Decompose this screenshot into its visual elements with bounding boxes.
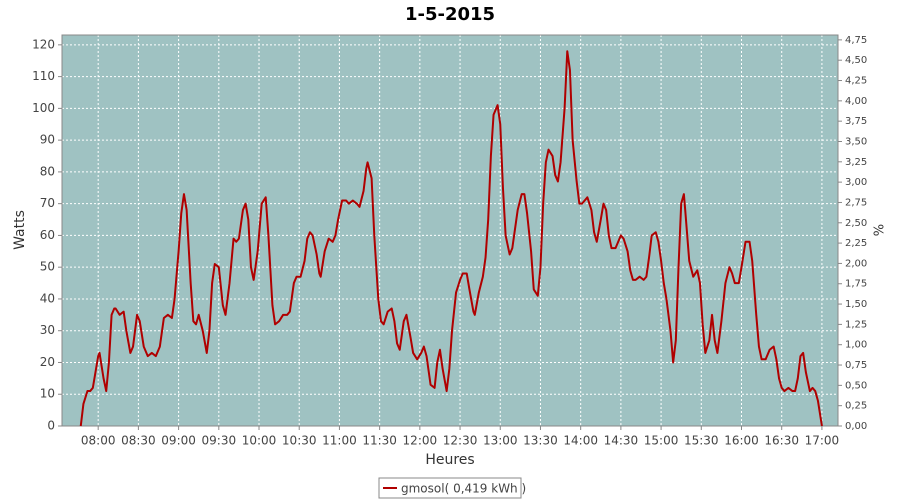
x-tick-label: 08:00	[81, 434, 116, 448]
x-tick-label: 14:00	[563, 434, 598, 448]
y2-tick-label: 3,50	[845, 136, 867, 147]
x-tick-label: 10:00	[242, 434, 277, 448]
x-tick-label: 08:30	[121, 434, 156, 448]
x-tick-label: 10:30	[282, 434, 317, 448]
x-tick-label: 12:00	[403, 434, 438, 448]
y2-tick-label: 1,50	[845, 299, 867, 310]
y2-tick-label: 4,00	[845, 96, 867, 107]
legend-label: gmosol( 0,419 kWh )	[401, 482, 526, 496]
y2-tick-label: 4,25	[845, 76, 867, 87]
y2-tick-label: 0,50	[845, 380, 867, 391]
y2-tick-label: 4,50	[845, 55, 867, 66]
x-tick-label: 11:30	[362, 434, 397, 448]
x-tick-label: 09:00	[161, 434, 196, 448]
x-tick-label: 15:00	[644, 434, 679, 448]
y2-tick-label: 1,00	[845, 340, 867, 351]
x-tick-label: 11:00	[322, 434, 357, 448]
y2-tick-label: 2,75	[845, 197, 867, 208]
x-tick-label: 12:30	[443, 434, 478, 448]
x-tick-label: 15:30	[684, 434, 719, 448]
y-tick-label: 40	[40, 291, 55, 305]
y-tick-label: 50	[40, 260, 55, 274]
x-tick-label: 14:30	[604, 434, 639, 448]
y-tick-label: 80	[40, 164, 55, 178]
x-tick-label: 16:00	[724, 434, 759, 448]
y2-tick-label: 1,25	[845, 319, 867, 330]
data-line	[79, 50, 823, 427]
legend-box	[378, 477, 522, 499]
y-tick-label: 90	[40, 133, 55, 147]
y2-tick-label: 2,50	[845, 218, 867, 229]
x-tick-label: 13:30	[523, 434, 558, 448]
x-tick-label: 17:00	[805, 434, 840, 448]
y-tick-label: 30	[40, 323, 55, 337]
y2-tick-label: 4,75	[845, 35, 867, 46]
y-tick-label: 10	[40, 387, 55, 401]
y-axis-label: Watts	[12, 210, 28, 250]
y2-tick-label: 2,25	[845, 238, 867, 249]
y2-tick-label: 3,75	[845, 116, 867, 127]
y2-tick-label: 1,75	[845, 279, 867, 290]
x-axis-label: Heures	[425, 452, 474, 468]
y2-tick-label: 0,25	[845, 401, 867, 412]
y2-axis-label: %	[873, 224, 888, 236]
plot-border	[61, 34, 839, 427]
y-tick-label: 0	[47, 419, 55, 433]
y2-tick-label: 3,00	[845, 177, 867, 188]
x-tick-label: 16:30	[764, 434, 799, 448]
y-tick-label: 70	[40, 196, 55, 210]
y-tick-label: 110	[32, 69, 55, 83]
y-tick-label: 120	[32, 37, 55, 51]
x-tick-label: 09:30	[202, 434, 237, 448]
y2-tick-label: 2,00	[845, 258, 867, 269]
chart-title: 1-5-2015	[405, 4, 495, 25]
x-tick-label: 13:00	[483, 434, 518, 448]
y2-tick-label: 0,75	[845, 360, 867, 371]
y-tick-label: 100	[32, 101, 55, 115]
y-tick-label: 60	[40, 228, 55, 242]
y2-tick-label: 3,25	[845, 157, 867, 168]
y-tick-label: 20	[40, 355, 55, 369]
y2-tick-label: 0,00	[845, 421, 867, 432]
